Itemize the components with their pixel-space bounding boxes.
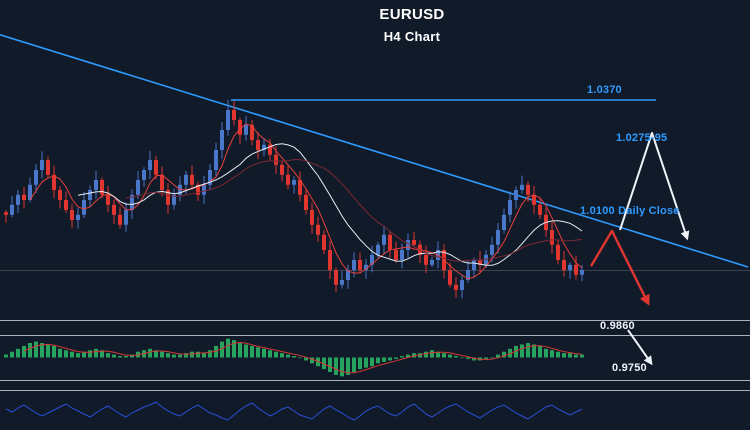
descending-trendline [0, 34, 749, 268]
target-down-arrow [627, 329, 653, 366]
white-projection-arrow [619, 132, 690, 241]
projection-arrows [589, 132, 690, 366]
candlesticks [4, 100, 584, 299]
price-label-support-2: 0.9750 [612, 362, 647, 374]
panel-separator-lines [0, 320, 750, 391]
chart-title: EURUSD [379, 6, 445, 23]
price-label-support-1: 0.9860 [600, 320, 635, 332]
red-projection-arrow [589, 229, 650, 306]
chart-subtitle: H4 Chart [383, 29, 441, 44]
price-label-daily-close: 1.0100 Daily Close [580, 205, 680, 217]
price-label-supply-zone: 1.0275-95 [616, 132, 668, 144]
macd-histogram-bars [4, 338, 584, 377]
price-label-resistance: 1.0370 [587, 84, 622, 96]
oscillator-line [5, 401, 583, 421]
macd-signal-line [23, 341, 583, 374]
moving-average-lines [29, 123, 583, 280]
